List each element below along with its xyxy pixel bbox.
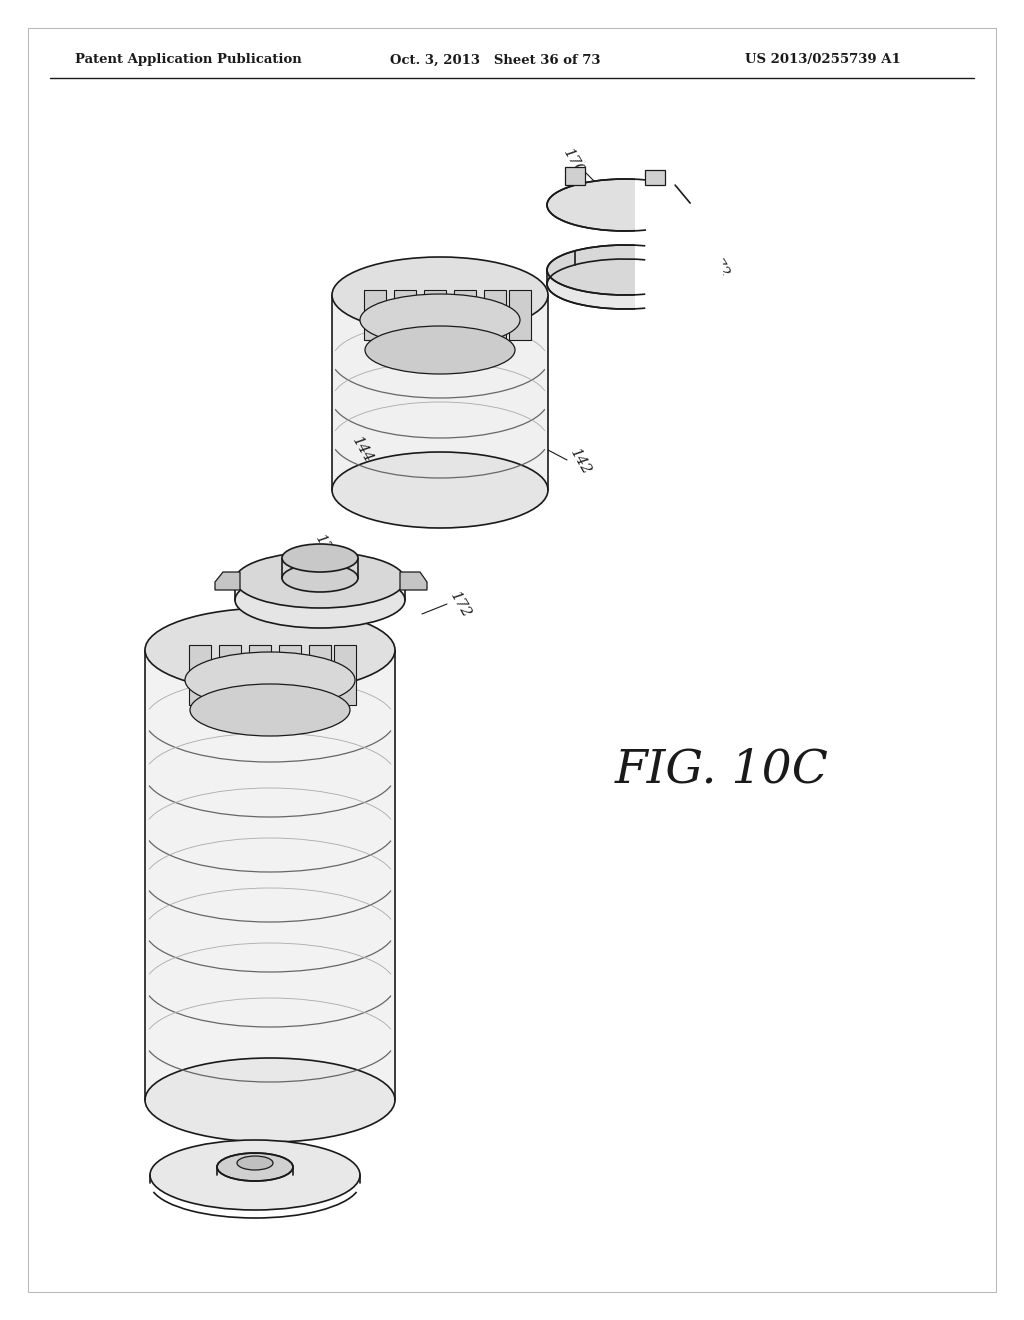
Ellipse shape (217, 1152, 293, 1181)
Ellipse shape (332, 257, 548, 333)
Polygon shape (145, 649, 395, 1100)
Ellipse shape (185, 652, 355, 708)
FancyBboxPatch shape (424, 290, 446, 341)
Ellipse shape (190, 684, 350, 737)
Ellipse shape (234, 572, 406, 628)
FancyBboxPatch shape (484, 290, 506, 341)
FancyBboxPatch shape (309, 645, 331, 705)
Ellipse shape (145, 1059, 395, 1142)
Text: 144: 144 (349, 434, 375, 466)
Ellipse shape (547, 259, 703, 309)
Ellipse shape (282, 564, 358, 591)
Ellipse shape (234, 552, 406, 609)
Text: 170: 170 (560, 147, 586, 177)
Text: Patent Application Publication: Patent Application Publication (75, 54, 302, 66)
Text: 142: 142 (567, 446, 593, 478)
Polygon shape (635, 242, 723, 312)
FancyBboxPatch shape (189, 645, 211, 705)
Ellipse shape (365, 326, 515, 374)
Ellipse shape (360, 294, 520, 346)
Ellipse shape (547, 180, 703, 231)
Ellipse shape (150, 1140, 360, 1210)
Text: 140: 140 (387, 285, 413, 315)
Text: 170: 170 (312, 532, 338, 564)
Ellipse shape (332, 451, 548, 528)
FancyBboxPatch shape (219, 645, 241, 705)
FancyBboxPatch shape (454, 290, 476, 341)
Text: 174: 174 (282, 557, 308, 587)
Polygon shape (565, 168, 585, 185)
FancyBboxPatch shape (394, 290, 416, 341)
FancyBboxPatch shape (334, 645, 356, 705)
Text: FIG. 10C: FIG. 10C (615, 747, 828, 792)
Polygon shape (645, 170, 665, 185)
FancyBboxPatch shape (249, 645, 271, 705)
Ellipse shape (237, 1156, 273, 1170)
Text: 172: 172 (705, 249, 731, 281)
Ellipse shape (282, 544, 358, 572)
Text: US 2013/0255739 A1: US 2013/0255739 A1 (745, 54, 901, 66)
FancyBboxPatch shape (509, 290, 531, 341)
Polygon shape (332, 294, 548, 490)
Ellipse shape (145, 609, 395, 692)
Ellipse shape (547, 246, 703, 294)
FancyBboxPatch shape (279, 645, 301, 705)
Polygon shape (400, 572, 427, 590)
FancyBboxPatch shape (364, 290, 386, 341)
Polygon shape (635, 170, 723, 240)
Text: 172: 172 (447, 590, 473, 620)
Text: Oct. 3, 2013   Sheet 36 of 73: Oct. 3, 2013 Sheet 36 of 73 (390, 54, 600, 66)
Polygon shape (215, 572, 240, 590)
